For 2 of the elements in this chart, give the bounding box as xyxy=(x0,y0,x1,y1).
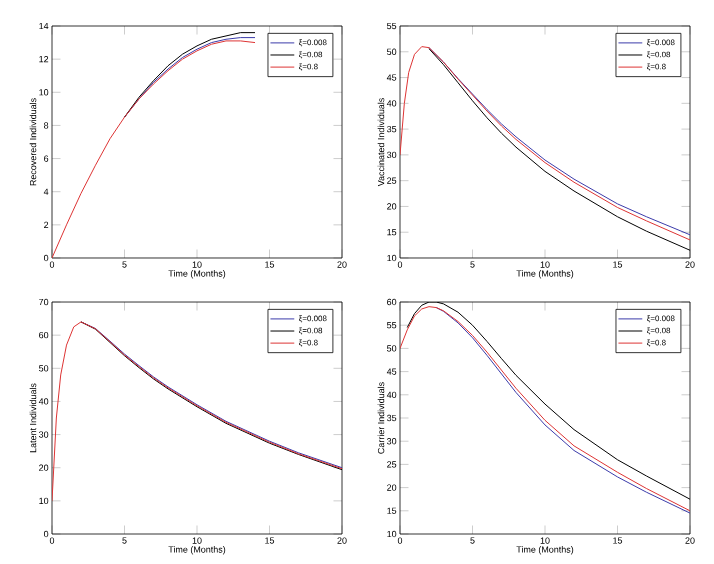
line-series xyxy=(52,40,256,258)
line-series xyxy=(52,321,342,502)
